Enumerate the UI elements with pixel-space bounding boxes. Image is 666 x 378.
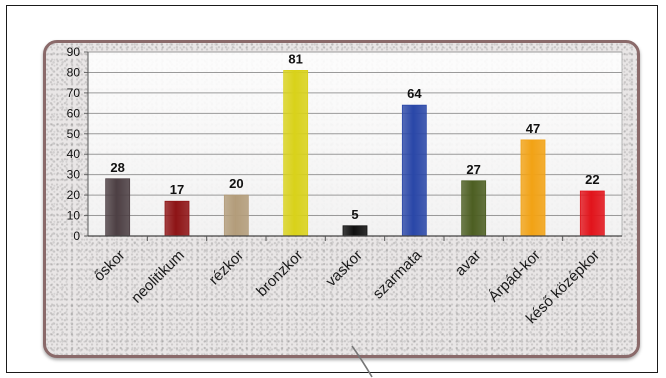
- bar-fill: [165, 201, 189, 236]
- bar-fill: [224, 195, 249, 236]
- data-label: 22: [585, 172, 599, 187]
- bar-fill: [283, 70, 308, 237]
- y-tick-label: 0: [73, 229, 80, 243]
- data-label: 28: [110, 160, 124, 175]
- y-tick-label: 80: [67, 65, 81, 79]
- data-label: 47: [526, 121, 540, 136]
- data-label: 27: [466, 162, 480, 177]
- bar-fill: [580, 191, 605, 236]
- bar-fill: [343, 225, 367, 236]
- y-tick-label: 90: [67, 45, 81, 59]
- y-tick-label: 50: [67, 127, 81, 141]
- y-tick-label: 70: [67, 86, 81, 100]
- y-tick-label: 10: [67, 209, 81, 223]
- data-label: 20: [229, 176, 243, 191]
- bar-fill: [105, 178, 130, 236]
- bars: [105, 70, 605, 237]
- gridlines: [88, 51, 622, 217]
- data-label: 5: [351, 207, 358, 222]
- bar-fill: [402, 105, 427, 237]
- bar-fill: [521, 139, 545, 236]
- data-label: 17: [170, 182, 184, 197]
- y-axis: 0 10 20 30 40 50 60 70 80 90: [67, 45, 89, 243]
- data-labels: 28 17 20 81 5 64 27 47 22: [110, 51, 599, 221]
- y-tick-label: 60: [67, 106, 81, 120]
- data-label: 64: [407, 86, 422, 101]
- bar-fill: [461, 180, 486, 236]
- y-tick-label: 20: [67, 188, 81, 202]
- data-label: 81: [288, 51, 302, 66]
- y-tick-label: 30: [67, 168, 81, 182]
- y-tick-label: 40: [67, 147, 81, 161]
